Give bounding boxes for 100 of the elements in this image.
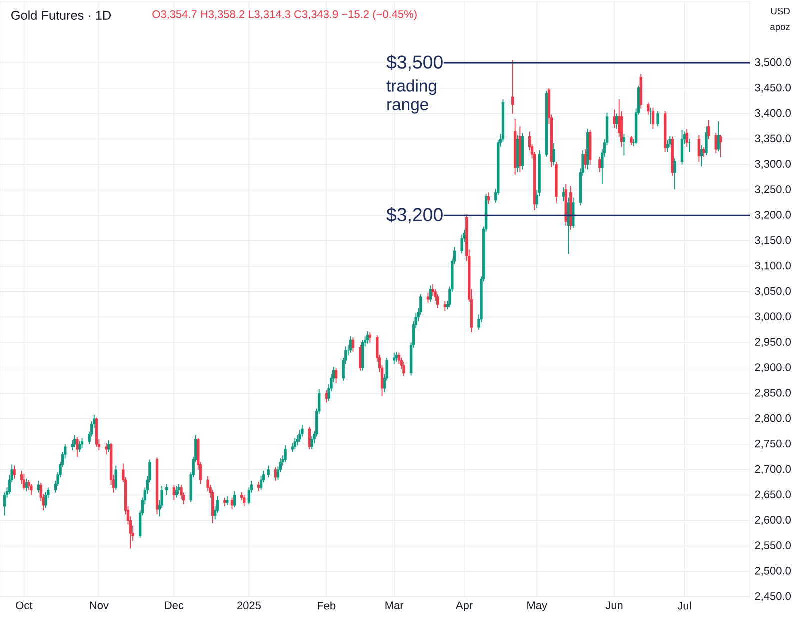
x-tick-label: Dec <box>165 602 184 610</box>
y-tick-label: 2,450.0 <box>755 592 791 602</box>
candlestick <box>487 192 490 205</box>
candlestick <box>616 113 618 130</box>
candlestick <box>349 336 352 354</box>
candlestick <box>284 444 287 463</box>
candlestick <box>717 121 720 152</box>
text: USD <box>771 8 790 15</box>
y-tick-label: 2,700.0 <box>755 465 791 474</box>
text: O3,354.7 H3,358.2 L3,314.3 C3,343.9 −15.2 (−0.45%) <box>152 10 417 20</box>
candlestick <box>444 300 447 312</box>
candlestick <box>584 149 587 170</box>
y-tick-label: 3,400.0 <box>755 109 791 118</box>
candlestick <box>720 134 722 158</box>
candlestick <box>25 478 28 492</box>
y-tick-label: 3,200.0 <box>755 211 791 220</box>
candlestick <box>666 140 670 152</box>
candlestick <box>178 484 180 495</box>
y-tick-label: 3,350.0 <box>755 134 791 144</box>
candlestick <box>552 142 556 166</box>
x-tick-label: Apr <box>456 602 473 612</box>
y-tick-label: 2,850.0 <box>755 389 791 398</box>
candlestick <box>686 128 688 148</box>
candlestick <box>512 60 514 114</box>
y-tick-label: 3,500.0 <box>755 58 791 68</box>
candlestick <box>656 110 660 128</box>
candlestick <box>622 134 626 156</box>
y-tick-label: 2,550.0 <box>755 542 791 551</box>
text: apoz <box>770 25 790 32</box>
x-tick-label: Feb <box>318 602 336 610</box>
candlestick <box>352 337 355 352</box>
candlestick <box>76 436 79 458</box>
candlestick <box>680 130 684 166</box>
candlestick <box>108 440 110 453</box>
candlestick <box>71 440 74 452</box>
candlestick <box>598 156 602 173</box>
candlestick <box>80 438 84 449</box>
y-tick-label: 2,500.0 <box>755 567 791 576</box>
candlestick <box>613 109 616 129</box>
y-tick-label: 3,050.0 <box>755 287 791 296</box>
candlestick <box>260 475 263 491</box>
candlestick <box>708 120 710 140</box>
candlestick <box>13 465 16 480</box>
candlestick <box>274 466 278 482</box>
candlestick <box>630 136 633 146</box>
y-tick-label: 2,750.0 <box>755 440 791 449</box>
text: Gold Futures · 1D <box>12 10 111 20</box>
candlestick <box>368 332 372 344</box>
candlestick <box>702 146 706 158</box>
candlestick <box>395 351 398 363</box>
candlestick <box>714 132 718 154</box>
candlestick <box>226 496 229 506</box>
candlestick <box>359 344 362 372</box>
candlestick <box>166 484 168 496</box>
ref-line-label: $3,500 <box>386 54 443 72</box>
y-tick-label: 2,900.0 <box>755 364 791 373</box>
candlestick <box>700 144 703 168</box>
y-tick-label: 3,100.0 <box>755 262 791 271</box>
y-tick-label: 2,650.0 <box>755 490 791 500</box>
x-tick-label: Oct <box>16 602 33 610</box>
candlestick <box>233 490 236 508</box>
y-tick-label: 3,000.0 <box>755 312 791 322</box>
candlestick <box>398 352 401 365</box>
y-tick-label: 3,150.0 <box>755 236 791 246</box>
y-tick-label: 2,600.0 <box>755 516 791 526</box>
annotation: trading range <box>386 80 436 114</box>
y-tick-label: 3,450.0 <box>755 84 791 93</box>
x-tick-label: Nov <box>90 602 109 610</box>
candlestick <box>114 465 118 491</box>
ref-line-label: $3,200 <box>386 207 443 224</box>
candlestick <box>334 368 338 384</box>
y-tick-label: 2,800.0 <box>755 414 791 424</box>
candlestick <box>647 102 650 116</box>
y-tick-label: 2,950.0 <box>755 338 791 348</box>
candlestick <box>674 158 676 190</box>
candlestick <box>30 484 33 496</box>
candlestick <box>267 465 270 478</box>
candlestick <box>402 362 406 377</box>
x-tick-label: Mar <box>386 602 404 610</box>
y-tick-label: 3,250.0 <box>755 186 791 195</box>
candlestick <box>436 294 440 309</box>
x-tick-label: Jun <box>606 602 623 610</box>
candlestick <box>74 434 76 448</box>
candlestick <box>705 126 708 156</box>
candlestick <box>230 497 234 510</box>
candlestick <box>105 442 108 456</box>
candlestick <box>294 438 297 450</box>
candlestick <box>243 494 246 507</box>
candlestick <box>44 492 48 508</box>
x-tick-label: 2025 <box>238 602 261 610</box>
candlestick <box>572 197 575 229</box>
candlestick <box>175 486 178 498</box>
candlestick <box>366 331 370 344</box>
candlestick <box>78 440 82 453</box>
x-tick-label: Jul <box>678 602 691 610</box>
candlestick <box>429 285 432 303</box>
candlestick <box>258 482 260 492</box>
candlestick <box>393 352 396 365</box>
candlestick <box>325 390 328 404</box>
candlestick <box>460 234 464 254</box>
